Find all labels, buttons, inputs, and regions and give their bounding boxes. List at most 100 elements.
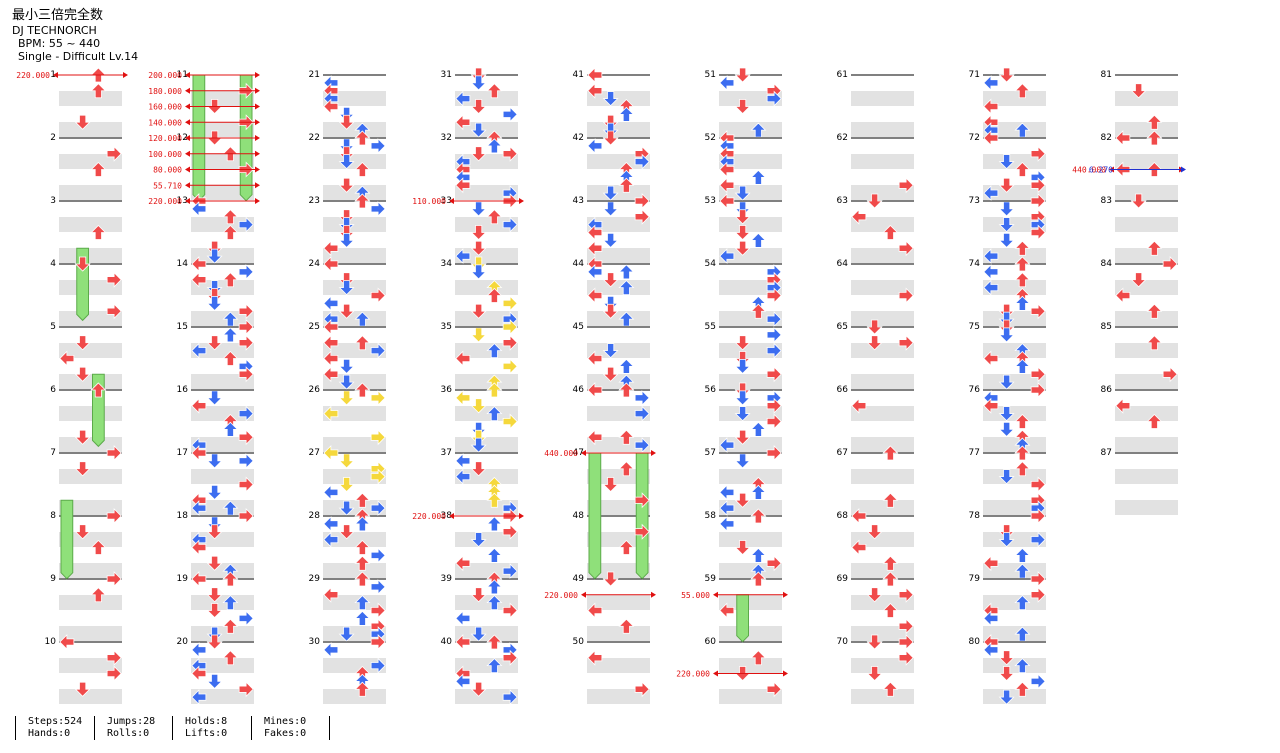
measure-number: 53 [705,196,716,206]
left-arrow-icon [455,555,471,572]
down-arrow-icon [866,335,883,351]
left-arrow-icon [587,382,603,398]
up-arrow-icon [1014,413,1031,429]
measure-band [719,532,782,547]
bpm-change: 120.000 [148,134,260,143]
up-arrow-icon [222,571,239,587]
measure-band [587,280,650,295]
measure-band [719,280,782,295]
up-arrow-icon [750,421,767,437]
measure-band [191,185,254,200]
measure-band [851,185,914,200]
measure-46: 46 [573,385,650,452]
left-arrow-icon [851,208,867,225]
left-arrow-icon [851,397,867,414]
measure-16: 16 [177,385,254,452]
measure-7: 7 [50,448,122,515]
measure-48: 48 [573,511,650,578]
right-arrow-icon [634,523,650,540]
up-arrow-icon [1014,626,1031,642]
stats-group-steps: Steps:524 Hands:0 [15,716,82,740]
measure-number: 63 [837,196,848,206]
left-arrow-icon [587,287,603,304]
right-arrow-icon [766,681,782,698]
right-arrow-icon [502,358,518,375]
down-arrow-icon [998,374,1015,390]
right-arrow-icon [370,342,386,359]
down-arrow-icon [470,146,487,162]
measure-band [587,563,650,578]
up-arrow-icon [222,500,239,516]
measure-number: 44 [573,259,585,269]
measure-42: 42 [573,133,650,200]
down-arrow-icon [602,91,619,107]
measure-band [323,122,386,137]
right-arrow-icon [502,649,518,666]
right-arrow-icon [502,413,518,430]
right-arrow-icon [634,208,650,225]
down-arrow-icon [470,122,487,138]
left-arrow-icon [587,350,603,367]
measure-number: 84 [1101,259,1113,269]
stat-hands: Hands:0 [28,728,71,739]
down-arrow-icon [470,225,487,241]
measure-14: 14 [177,259,254,326]
measure-50: 50 [573,637,650,704]
measure-band [455,658,518,673]
left-arrow-icon [323,295,339,312]
measure-band [983,311,1046,326]
measure-band [1115,343,1178,358]
measure-30: 30 [309,637,386,704]
measure-band [983,91,1046,106]
down-arrow-icon [866,634,883,650]
measure-number: 23 [309,196,320,206]
measure-66: 66 [837,385,914,452]
up-arrow-icon [882,571,899,587]
bpm-change: 160.000 [148,103,260,112]
right-arrow-icon [106,445,122,461]
measure-number: 76 [969,385,981,395]
measure-band [1115,311,1178,326]
right-arrow-icon [766,342,782,359]
right-arrow-icon [370,578,386,595]
left-arrow-icon [191,665,207,682]
measure-band [851,280,914,295]
measure-band [191,248,254,263]
measure-81: 81 [1101,70,1178,137]
left-arrow-icon [59,634,75,650]
measure-number: 47 [573,448,584,458]
measure-band [59,563,122,578]
measure-number: 66 [837,385,849,395]
up-arrow-icon [618,461,635,477]
right-arrow-icon [502,602,518,619]
down-arrow-icon [470,461,487,477]
measure-band [1115,500,1178,515]
up-arrow-icon [1014,681,1031,697]
down-arrow-icon [998,406,1015,422]
left-arrow-icon [1115,130,1131,146]
measure-38: 38 [441,511,518,578]
measure-number: 86 [1101,385,1113,395]
measure-band [323,185,386,200]
stats-group-holds: Holds:8 Lifts:0 [172,716,227,740]
right-arrow-icon [238,452,254,469]
right-arrow-icon [898,334,914,351]
measure-number: 6 [50,385,56,395]
measure-band [851,626,914,641]
measure-band [851,689,914,704]
measure-number: 9 [50,574,56,584]
up-arrow-icon [618,106,635,122]
measure-number: 75 [969,322,980,332]
measure-47: 47 [573,448,650,515]
measure-band [191,595,254,610]
left-arrow-icon [587,224,603,241]
measure-number: 31 [441,70,452,80]
down-arrow-icon [470,99,487,115]
down-arrow-icon [470,240,487,256]
left-arrow-icon [323,334,339,351]
measure-band [983,343,1046,358]
up-arrow-icon [1014,445,1031,461]
measure-number: 39 [441,574,453,584]
measure-3: 3 [50,196,122,263]
measure-band [587,437,650,452]
